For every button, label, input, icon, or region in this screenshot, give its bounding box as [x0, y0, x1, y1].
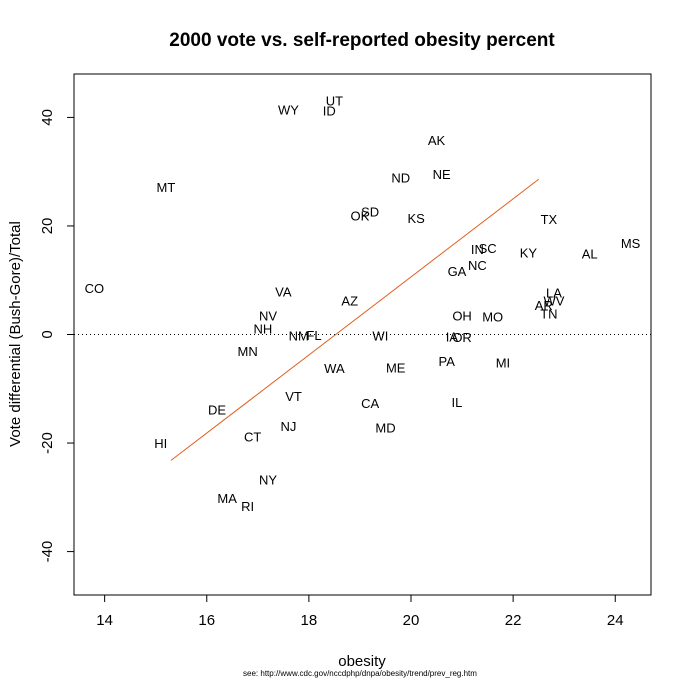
point-label-tx: TX	[541, 212, 558, 227]
point-label-az: AZ	[341, 293, 358, 308]
point-label-ia: IA	[446, 330, 459, 345]
point-label-nv: NV	[259, 309, 277, 324]
x-tick-label: 22	[505, 612, 522, 629]
point-label-mi: MI	[496, 356, 510, 371]
point-label-ct: CT	[244, 430, 261, 445]
point-label-sc: SC	[479, 241, 497, 256]
point-label-mo: MO	[482, 310, 503, 325]
chart-title: 2000 vote vs. self-reported obesity perc…	[169, 30, 555, 51]
point-label-id: ID	[323, 103, 336, 118]
point-label-hi: HI	[154, 436, 167, 451]
point-label-nj: NJ	[281, 419, 297, 434]
point-label-ga: GA	[448, 264, 467, 279]
point-label-or: OR	[452, 330, 472, 345]
x-tick-label: 18	[301, 612, 318, 629]
y-tick-label: -40	[39, 541, 56, 563]
point-label-ms: MS	[621, 236, 641, 251]
point-label-md: MD	[375, 420, 395, 435]
point-label-sd: SD	[361, 204, 379, 219]
y-tick-label: -20	[39, 432, 56, 454]
x-tick-label: 20	[403, 612, 420, 629]
point-label-ri: RI	[241, 499, 254, 514]
point-label-ut: UT	[326, 94, 343, 109]
point-label-wa: WA	[324, 361, 345, 376]
x-axis-label: obesity	[338, 653, 386, 670]
point-label-wv: WV	[544, 293, 565, 308]
point-label-co: CO	[85, 281, 105, 296]
point-label-nc: NC	[468, 258, 487, 273]
point-label-ma: MA	[217, 491, 237, 506]
point-label-ky: KY	[520, 246, 538, 261]
point-label-ny: NY	[259, 472, 277, 487]
y-axis-label: Vote differential (Bush-Gore)/Total	[7, 221, 24, 447]
point-label-fl: FL	[306, 328, 321, 343]
point-label-ak: AK	[428, 133, 446, 148]
point-label-oh: OH	[452, 309, 472, 324]
x-tick-label: 24	[607, 612, 624, 629]
point-label-me: ME	[386, 361, 406, 376]
point-label-tn: TN	[540, 306, 557, 321]
point-label-al: AL	[582, 247, 598, 262]
point-label-ca: CA	[361, 396, 379, 411]
x-tick-label: 14	[96, 612, 113, 629]
point-label-pa: PA	[439, 354, 456, 369]
point-label-nm: NM	[289, 329, 309, 344]
x-tick-label: 16	[198, 612, 215, 629]
y-tick-label: 20	[39, 218, 56, 235]
point-label-wi: WI	[372, 329, 388, 344]
point-label-nh: NH	[254, 322, 273, 337]
fit-line	[170, 178, 539, 461]
point-label-ar: AR	[535, 298, 553, 313]
y-tick-label: 0	[39, 330, 56, 338]
point-label-ne: NE	[433, 167, 451, 182]
point-label-de: DE	[208, 402, 226, 417]
point-label-va: VA	[275, 285, 292, 300]
point-label-ok: OK	[351, 209, 370, 224]
point-label-la: LA	[546, 286, 562, 301]
y-tick-label: 40	[39, 109, 56, 126]
source-note: see: http://www.cdc.gov/nccdphp/dnpa/obe…	[243, 669, 477, 678]
point-label-nd: ND	[391, 171, 410, 186]
point-label-wy: WY	[278, 102, 299, 117]
plot-area: 14 16 18 20 22 24 -40 -20 0 20 40 CO MT HI MA RI DE CT MN N…	[39, 73, 652, 629]
point-label-in: IN	[471, 242, 484, 257]
point-label-il: IL	[452, 395, 463, 410]
point-label-mn: MN	[238, 344, 258, 359]
point-label-ks: KS	[407, 211, 425, 226]
point-label-mt: MT	[157, 180, 176, 195]
point-label-vt: VT	[285, 389, 302, 404]
